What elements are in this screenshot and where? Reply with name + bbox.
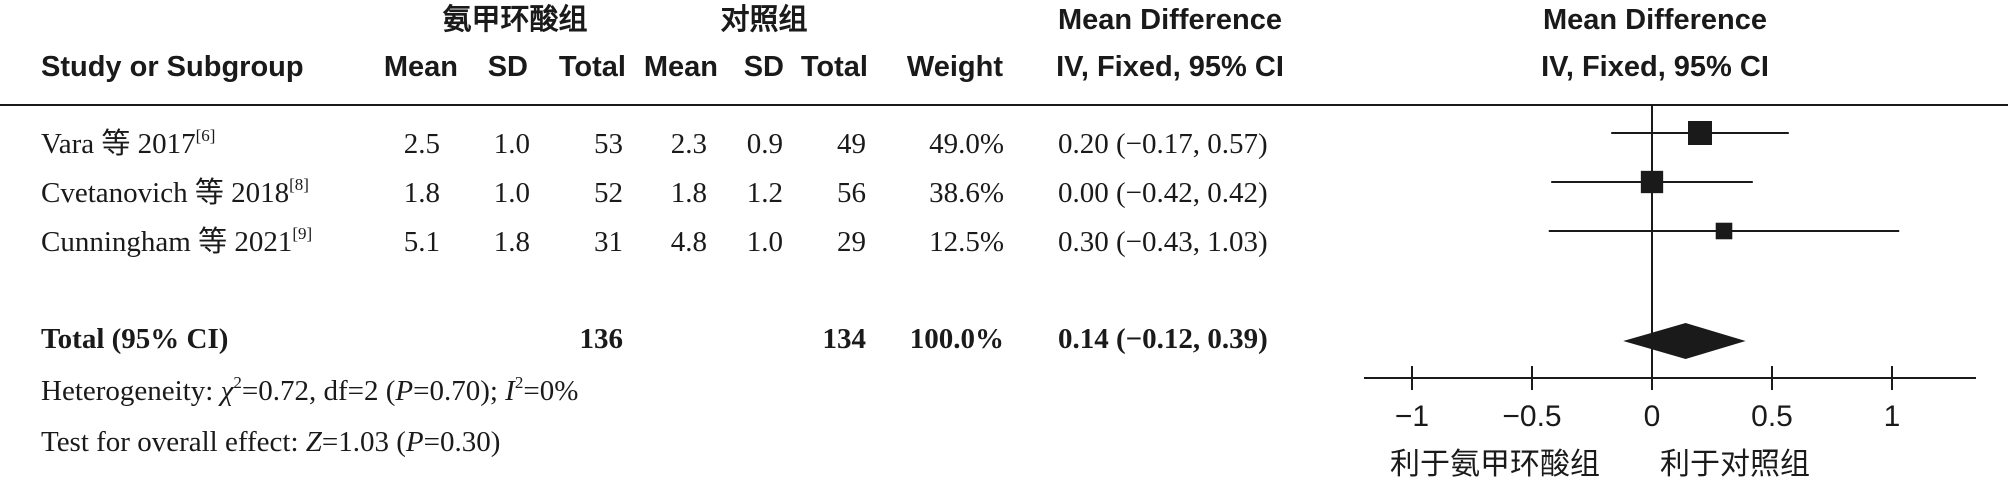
study-column-header: Study or Subgroup	[41, 51, 304, 83]
weight-value: 12.5%	[929, 226, 1004, 258]
ci-value: 0.00 (−0.42, 0.42)	[1058, 177, 1268, 209]
sd1-header: SD	[487, 51, 528, 83]
weight-value: 38.6%	[929, 177, 1004, 209]
x-axis-tick-label: 0.5	[1751, 400, 1793, 433]
total-label: Total (95% CI)	[41, 323, 229, 355]
header-rule	[0, 104, 2008, 106]
pooled-diamond	[1623, 323, 1746, 359]
favours-right-label: 利于对照组	[1660, 448, 1810, 481]
x-axis-tick-label: 1	[1884, 400, 1901, 433]
total2-value: 49	[837, 128, 866, 160]
sd1-value: 1.0	[493, 128, 530, 160]
heterogeneity-text: Heterogeneity: χ2=0.72, df=2 (P=0.70); I…	[41, 373, 579, 407]
effect-square	[1715, 222, 1733, 240]
plot-header-sub: IV, Fixed, 95% CI	[1541, 51, 1769, 83]
total1-sum: 136	[579, 323, 624, 355]
study-name: Cvetanovich 等 2018[8]	[41, 175, 309, 209]
mean1-value: 2.5	[403, 128, 440, 160]
ci-value: 0.20 (−0.17, 0.57)	[1058, 128, 1268, 160]
total2-header: Total	[800, 51, 868, 83]
group2-header: 对照组	[720, 4, 808, 36]
overall-effect-text: Test for overall effect: Z=1.03 (P=0.30)	[41, 426, 501, 458]
effect-square	[1640, 170, 1664, 194]
total2-sum: 134	[822, 323, 867, 355]
weight-header: Weight	[906, 51, 1003, 83]
group1-header: 氨甲环酸组	[442, 4, 588, 36]
plot-header-top: Mean Difference	[1542, 4, 1767, 36]
study-name: Cunningham 等 2021[9]	[41, 224, 313, 258]
favours-left-label: 利于氨甲环酸组	[1390, 448, 1600, 481]
mean1-value: 5.1	[403, 226, 440, 258]
mean1-value: 1.8	[403, 177, 440, 209]
sd2-header: SD	[743, 51, 784, 83]
total-ci: 0.14 (−0.12, 0.39)	[1058, 323, 1268, 355]
total1-value: 53	[594, 128, 623, 160]
mean1-header: Mean	[383, 51, 458, 83]
effect-square	[1688, 121, 1712, 145]
sd2-value: 1.0	[746, 226, 783, 258]
mean2-value: 1.8	[670, 177, 707, 209]
x-axis-tick-label: 0	[1644, 400, 1661, 433]
sd1-value: 1.8	[493, 226, 530, 258]
sd2-value: 1.2	[746, 177, 783, 209]
md-header-top: Mean Difference	[1057, 4, 1282, 36]
study-name: Vara 等 2017[6]	[41, 126, 216, 160]
total2-value: 29	[837, 226, 866, 258]
weight-value: 49.0%	[929, 128, 1004, 160]
total-weight: 100.0%	[909, 323, 1004, 355]
sd1-value: 1.0	[493, 177, 530, 209]
mean2-value: 2.3	[670, 128, 707, 160]
mean2-header: Mean	[643, 51, 718, 83]
total2-value: 56	[837, 177, 866, 209]
total1-header: Total	[558, 51, 626, 83]
mean2-value: 4.8	[670, 226, 707, 258]
x-axis-tick-label: −0.5	[1502, 400, 1561, 433]
x-axis-tick-label: −1	[1395, 400, 1429, 433]
ci-value: 0.30 (−0.43, 1.03)	[1058, 226, 1268, 258]
md-header-sub: IV, Fixed, 95% CI	[1056, 51, 1284, 83]
total1-value: 31	[594, 226, 623, 258]
total1-value: 52	[594, 177, 623, 209]
sd2-value: 0.9	[746, 128, 783, 160]
